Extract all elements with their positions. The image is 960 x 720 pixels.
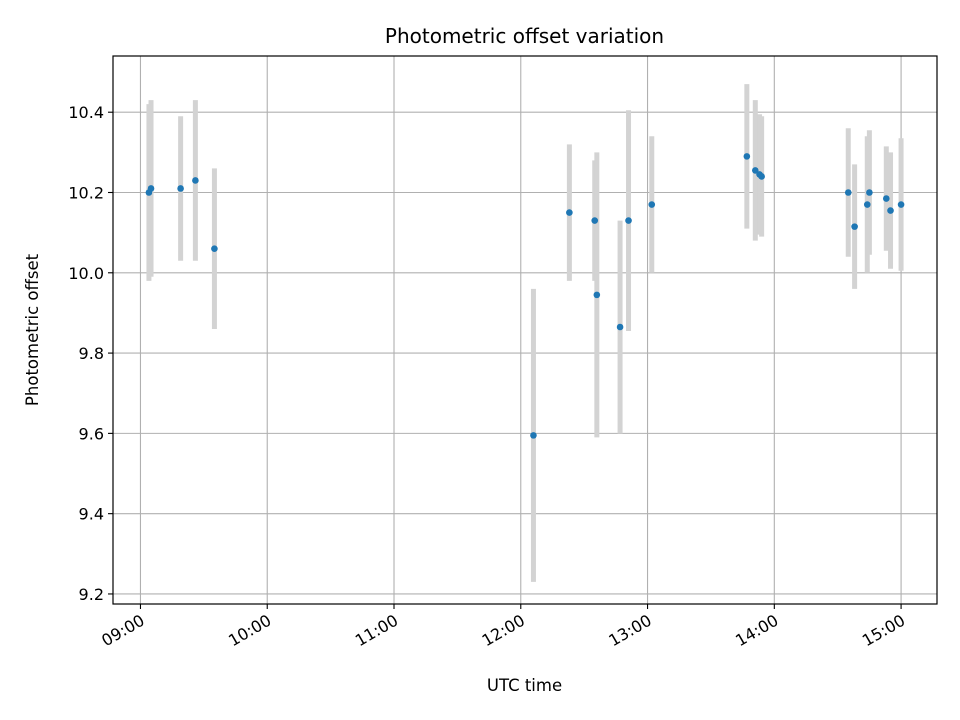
data-point bbox=[844, 189, 852, 196]
data-point bbox=[863, 201, 871, 208]
data-point bbox=[530, 432, 537, 439]
data-point bbox=[743, 153, 751, 160]
grid bbox=[113, 56, 937, 604]
data-point bbox=[591, 217, 599, 224]
y-axis: 9.2 9.4 9.6 9.8 10.0 10.2 10.4 bbox=[68, 103, 113, 604]
data-point bbox=[758, 173, 765, 180]
data-point bbox=[866, 189, 873, 196]
data-point bbox=[177, 185, 184, 192]
data-point bbox=[147, 185, 155, 192]
data-point bbox=[887, 207, 894, 214]
data-point bbox=[625, 217, 632, 224]
data-point bbox=[751, 167, 759, 174]
y-tick-label: 10.2 bbox=[68, 183, 104, 202]
data-point bbox=[882, 195, 890, 202]
y-tick-label: 10.4 bbox=[68, 103, 104, 122]
y-tick-label: 9.6 bbox=[79, 424, 104, 443]
data-point bbox=[648, 201, 656, 208]
y-tick-label: 10.0 bbox=[68, 264, 104, 283]
chart-title: Photometric offset variation bbox=[385, 24, 664, 48]
y-tick-label: 9.8 bbox=[79, 344, 104, 363]
data-point bbox=[593, 291, 601, 299]
data-point bbox=[566, 209, 573, 216]
data-point bbox=[897, 201, 905, 208]
data-point bbox=[211, 245, 218, 253]
data-point bbox=[192, 177, 199, 184]
x-axis-title: UTC time bbox=[487, 676, 562, 695]
y-tick-label: 9.4 bbox=[79, 505, 104, 524]
data-point bbox=[851, 223, 858, 230]
data-points bbox=[145, 153, 905, 439]
y-axis-title: Photometric offset bbox=[23, 253, 42, 406]
y-tick-label: 9.2 bbox=[79, 585, 104, 604]
data-point bbox=[616, 323, 624, 331]
plot-frame bbox=[112, 55, 938, 605]
